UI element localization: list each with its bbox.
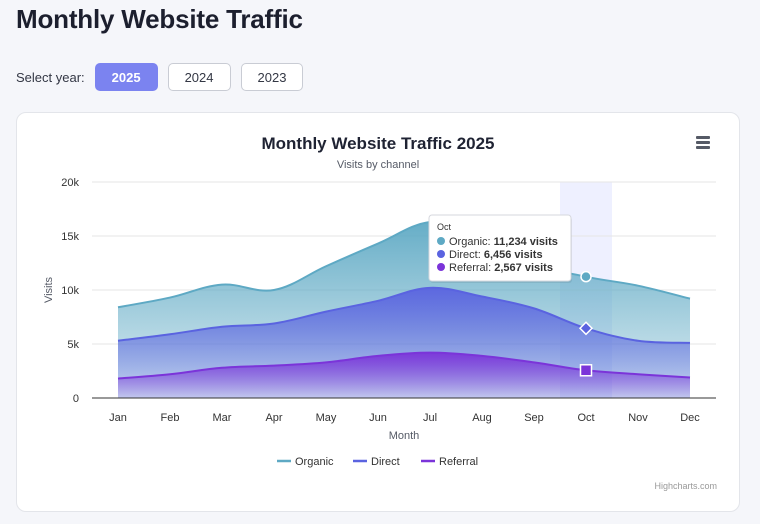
tooltip-row-organic: Organic: 11,234 visits (449, 236, 558, 248)
x-axis-title: Month (389, 430, 420, 442)
tooltip-row-organic-value: 11,234 visits (494, 236, 558, 248)
y-tick-label: 0 (73, 393, 79, 405)
x-tick-label: Mar (213, 412, 232, 424)
y-axis-title: Visits (43, 276, 55, 303)
year-button-2025[interactable]: 2025 (94, 63, 158, 91)
tooltip-row-organic-dot (437, 237, 445, 245)
tooltip-row-direct-dot (437, 250, 445, 258)
year-selector-label: Select year: (16, 69, 85, 85)
organic-hover-marker (580, 270, 592, 283)
x-tick-label: Aug (472, 412, 492, 424)
y-tick-label: 5k (67, 339, 79, 351)
legend-referral[interactable]: Referral (421, 456, 478, 468)
x-tick-label: Oct (577, 412, 594, 424)
hamburger-menu-icon[interactable] (695, 135, 711, 149)
tooltip-row-direct: Direct: 6,456 visits (449, 249, 543, 261)
chart-card: Monthly Website Traffic 2025 Visits by ch… (16, 112, 740, 512)
year-button-2024[interactable]: 2024 (167, 63, 231, 91)
tooltip-row-organic-label: Organic: (449, 236, 494, 248)
y-tick-label: 10k (61, 285, 79, 297)
year-button-2023[interactable]: 2023 (240, 63, 304, 91)
legend-organic[interactable]: Organic (277, 456, 334, 468)
tooltip-header: Oct (437, 222, 452, 232)
tooltip-row-referral: Referral: 2,567 visits (449, 262, 553, 274)
legend-referral-label: Referral (439, 456, 478, 468)
x-tick-label: Jul (423, 412, 437, 424)
referral-series-area (118, 352, 690, 398)
credits-link[interactable]: Highcharts.com (654, 481, 717, 491)
tooltip-row-direct-label: Direct: (449, 249, 484, 261)
referral-hover-marker (579, 364, 593, 377)
tooltip-row-direct-value: 6,456 visits (484, 249, 543, 261)
x-tick-label: Sep (524, 412, 544, 424)
page-title: Monthly Website Traffic (16, 4, 303, 34)
legend-direct[interactable]: Direct (353, 456, 400, 468)
y-tick-label: 20k (61, 177, 79, 189)
y-tick-label: 15k (61, 231, 79, 243)
chart-title: Monthly Website Traffic 2025 (261, 134, 494, 153)
legend-direct-label: Direct (371, 456, 400, 468)
x-tick-label: Nov (628, 412, 648, 424)
chart-subtitle: Visits by channel (337, 159, 419, 171)
tooltip-row-referral-label: Referral: (449, 262, 494, 274)
year-selector: Select year: 2025 2024 2023 (16, 62, 313, 92)
x-tick-label: Dec (680, 412, 700, 424)
x-tick-label: Apr (265, 412, 282, 424)
tooltip-row-referral-value: 2,567 visits (494, 262, 553, 274)
chart[interactable]: Monthly Website Traffic 2025 Visits by ch… (17, 113, 739, 511)
x-tick-label: Jan (109, 412, 127, 424)
x-tick-label: Feb (161, 412, 180, 424)
x-tick-label: May (316, 412, 337, 424)
direct-hover-marker (578, 321, 594, 336)
legend-organic-label: Organic (295, 456, 334, 468)
tooltip-row-referral-dot (437, 263, 445, 271)
x-tick-label: Jun (369, 412, 387, 424)
tooltip-box (428, 214, 572, 282)
